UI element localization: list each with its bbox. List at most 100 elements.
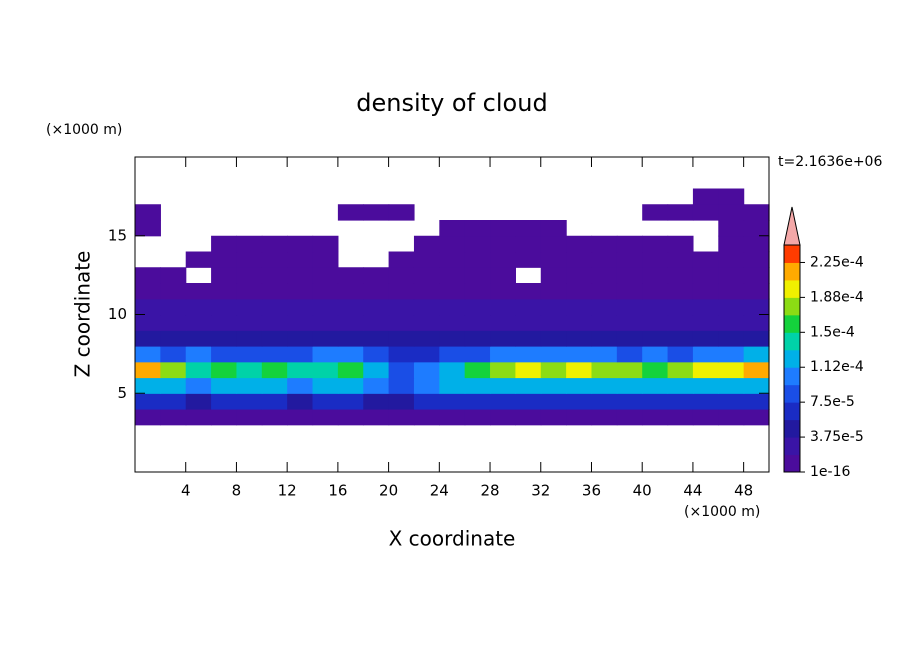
contour-cell xyxy=(439,283,466,300)
contour-cell xyxy=(642,283,669,300)
contour-cell xyxy=(490,377,516,394)
contour-cell xyxy=(540,393,567,410)
contour-cell xyxy=(464,235,491,253)
contour-cell xyxy=(642,361,669,379)
contour-cell xyxy=(515,393,542,410)
contour-cell xyxy=(464,393,491,410)
contour-cell xyxy=(490,330,516,347)
contour-cell xyxy=(490,393,516,410)
contour-cell xyxy=(363,393,390,410)
contour-cell xyxy=(642,314,669,331)
contour-cell xyxy=(287,235,314,253)
contour-cell xyxy=(540,330,567,347)
contour-cell xyxy=(515,220,542,237)
contour-cell xyxy=(312,283,339,300)
contour-cell xyxy=(135,377,161,394)
contour-cell xyxy=(464,314,491,331)
contour-cell xyxy=(743,267,770,284)
contour-cell xyxy=(743,298,770,316)
contour-cell xyxy=(312,346,339,363)
contour-cell xyxy=(439,220,466,237)
contour-cell xyxy=(464,346,491,363)
contour-cell xyxy=(363,346,390,363)
contour-cell xyxy=(591,314,618,331)
contour-cell xyxy=(211,330,238,347)
contour-cell xyxy=(743,283,770,300)
contour-cell xyxy=(743,235,770,253)
contour-cell xyxy=(363,330,390,347)
contour-cell xyxy=(566,393,593,410)
contour-cell xyxy=(743,346,770,363)
contour-cell xyxy=(261,298,288,316)
contour-cell xyxy=(692,251,719,268)
colorbar-band xyxy=(784,279,800,298)
contour-cell xyxy=(515,361,542,379)
contour-cell xyxy=(211,267,238,284)
contour-cell xyxy=(261,377,288,394)
colorbar-tick-label: 1e-16 xyxy=(810,464,850,480)
contour-cell xyxy=(540,409,567,426)
contour-cell xyxy=(566,330,593,347)
contour-cell xyxy=(692,330,719,347)
contour-cell xyxy=(515,314,542,331)
contour-cell xyxy=(261,235,288,253)
colorbar-tick-label: 7.5e-5 xyxy=(810,394,855,410)
contour-cell xyxy=(413,377,440,394)
contour-cell xyxy=(211,361,238,379)
contour-cell xyxy=(185,298,212,316)
contour-cell xyxy=(413,361,440,379)
contour-cell xyxy=(160,393,187,410)
contour-cell xyxy=(160,283,187,300)
contour-cell xyxy=(135,346,161,363)
contour-cell xyxy=(236,251,263,268)
contour-cell xyxy=(337,283,364,300)
contour-cell xyxy=(490,220,516,237)
contour-cell xyxy=(667,298,694,316)
contour-cell xyxy=(337,346,364,363)
contour-cell xyxy=(363,361,390,379)
contour-cell xyxy=(490,346,516,363)
contour-cell xyxy=(337,393,364,410)
contour-cell xyxy=(287,298,314,316)
contour-cell xyxy=(135,409,161,426)
colorbar-band xyxy=(784,262,800,281)
y-unit: (×1000 m) xyxy=(46,122,122,138)
contour-cell xyxy=(211,251,238,268)
contour-cell xyxy=(718,298,745,316)
contour-cell xyxy=(211,393,238,410)
contour-cell xyxy=(718,377,745,394)
colorbar-tick-label: 3.75e-5 xyxy=(810,429,864,445)
contour-cell xyxy=(211,409,238,426)
contour-cell xyxy=(363,298,390,316)
contour-cell xyxy=(236,235,263,253)
contour-cell xyxy=(287,330,314,347)
contour-cell xyxy=(566,235,593,253)
contour-cell xyxy=(490,235,516,253)
contour-cell xyxy=(743,377,770,394)
contour-cell xyxy=(540,251,567,268)
contour-cell xyxy=(616,377,643,394)
contour-cell xyxy=(337,409,364,426)
contour-cell xyxy=(566,251,593,268)
contour-cell xyxy=(718,267,745,284)
contour-cell xyxy=(642,298,669,316)
contour-cell xyxy=(261,409,288,426)
contour-cell xyxy=(743,204,770,221)
contour-cell xyxy=(287,283,314,300)
contour-cell xyxy=(312,314,339,331)
contour-cell xyxy=(413,267,440,284)
contour-cell xyxy=(692,188,719,205)
colorbar-band xyxy=(784,332,800,351)
contour-cell xyxy=(236,393,263,410)
contour-cell xyxy=(185,409,212,426)
contour-cell xyxy=(236,283,263,300)
contour-cell xyxy=(616,235,643,253)
contour-cell xyxy=(591,251,618,268)
contour-cell xyxy=(743,314,770,331)
contour-cell xyxy=(566,283,593,300)
contour-cell xyxy=(185,330,212,347)
x-tick-label: 16 xyxy=(328,482,347,500)
contour-cell xyxy=(591,393,618,410)
contour-cell xyxy=(388,346,415,363)
contour-cell xyxy=(616,267,643,284)
